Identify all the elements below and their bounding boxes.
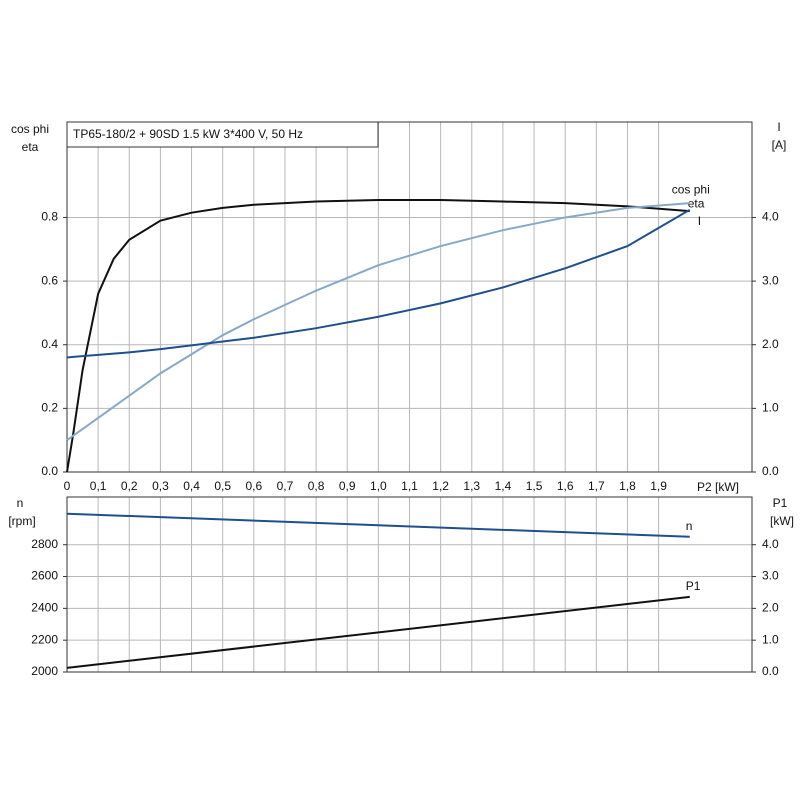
x-tick-label: 1,9 — [650, 479, 667, 493]
y2-tick-label: 4.0 — [762, 537, 779, 551]
y2-tick-label: 0.0 — [762, 464, 779, 478]
y-tick-label: 2000 — [31, 664, 58, 678]
series-label: eta — [688, 196, 705, 210]
y-tick-label: 0.2 — [41, 401, 58, 415]
x-tick-label: 0,4 — [183, 479, 200, 493]
y2-tick-label: 4.0 — [762, 210, 779, 224]
plot-frame — [66, 496, 753, 673]
y-tick-label: 2400 — [31, 601, 58, 615]
y2-axis-label: [kW] — [770, 514, 794, 528]
x-tick-label: 0,2 — [121, 479, 138, 493]
y2-axis-label: [A] — [772, 138, 787, 152]
series-line — [66, 198, 690, 473]
x-tick-label: 1,3 — [463, 479, 480, 493]
x-tick-label: 1,0 — [370, 479, 387, 493]
y-tick-label: 0.4 — [41, 337, 58, 351]
x-axis-label: P2 [kW] — [697, 480, 739, 494]
y2-tick-label: 1.0 — [762, 632, 779, 646]
x-tick-label: 0,6 — [245, 479, 262, 493]
x-tick-label: 1,4 — [495, 479, 512, 493]
y-axis-label: n — [17, 496, 24, 510]
title-box — [66, 121, 379, 148]
x-tick-label: 0 — [64, 479, 71, 493]
y-axis-label: [rpm] — [8, 514, 35, 528]
y-tick-label: 2600 — [31, 569, 58, 583]
y2-axis-label: P1 — [773, 496, 788, 510]
y-axis-label: eta — [22, 140, 39, 154]
y-tick-label: 0.6 — [41, 273, 58, 287]
y-tick-label: 0.0 — [41, 464, 58, 478]
series-line — [66, 595, 690, 669]
x-tick-label: 0,9 — [339, 479, 356, 493]
chart-title: TP65-180/2 + 90SD 1.5 kW 3*400 V, 50 Hz — [73, 127, 303, 141]
x-tick-label: 1,2 — [432, 479, 449, 493]
x-tick-label: 1,5 — [526, 479, 543, 493]
x-tick-label: 1,7 — [588, 479, 605, 493]
series-label: cos phi — [672, 182, 710, 196]
y2-tick-label: 2.0 — [762, 601, 779, 615]
series-line — [66, 512, 690, 538]
x-tick-label: 0,8 — [308, 479, 325, 493]
plot-frame — [66, 121, 753, 473]
y2-tick-label: 3.0 — [762, 569, 779, 583]
series-line — [66, 202, 690, 441]
x-tick-label: 0,3 — [152, 479, 169, 493]
y-axis-label: cos phi — [11, 122, 49, 136]
y-tick-label: 2800 — [31, 537, 58, 551]
series-label: n — [686, 519, 693, 533]
y2-tick-label: 0.0 — [762, 664, 779, 678]
series-label: I — [698, 214, 701, 228]
y-tick-label: 2200 — [31, 632, 58, 646]
y-tick-label: 0.8 — [41, 210, 58, 224]
x-tick-label: 1,6 — [557, 479, 574, 493]
x-tick-label: 1,8 — [619, 479, 636, 493]
y2-tick-label: 1.0 — [762, 401, 779, 415]
y2-tick-label: 2.0 — [762, 337, 779, 351]
x-tick-label: 0,1 — [90, 479, 107, 493]
y2-axis-label: I — [777, 120, 780, 134]
x-tick-label: 0,5 — [214, 479, 231, 493]
x-tick-label: 1,1 — [401, 479, 418, 493]
x-tick-label: 0,7 — [277, 479, 294, 493]
y2-tick-label: 3.0 — [762, 273, 779, 287]
series-label: P1 — [686, 579, 701, 593]
series-line — [66, 208, 691, 359]
